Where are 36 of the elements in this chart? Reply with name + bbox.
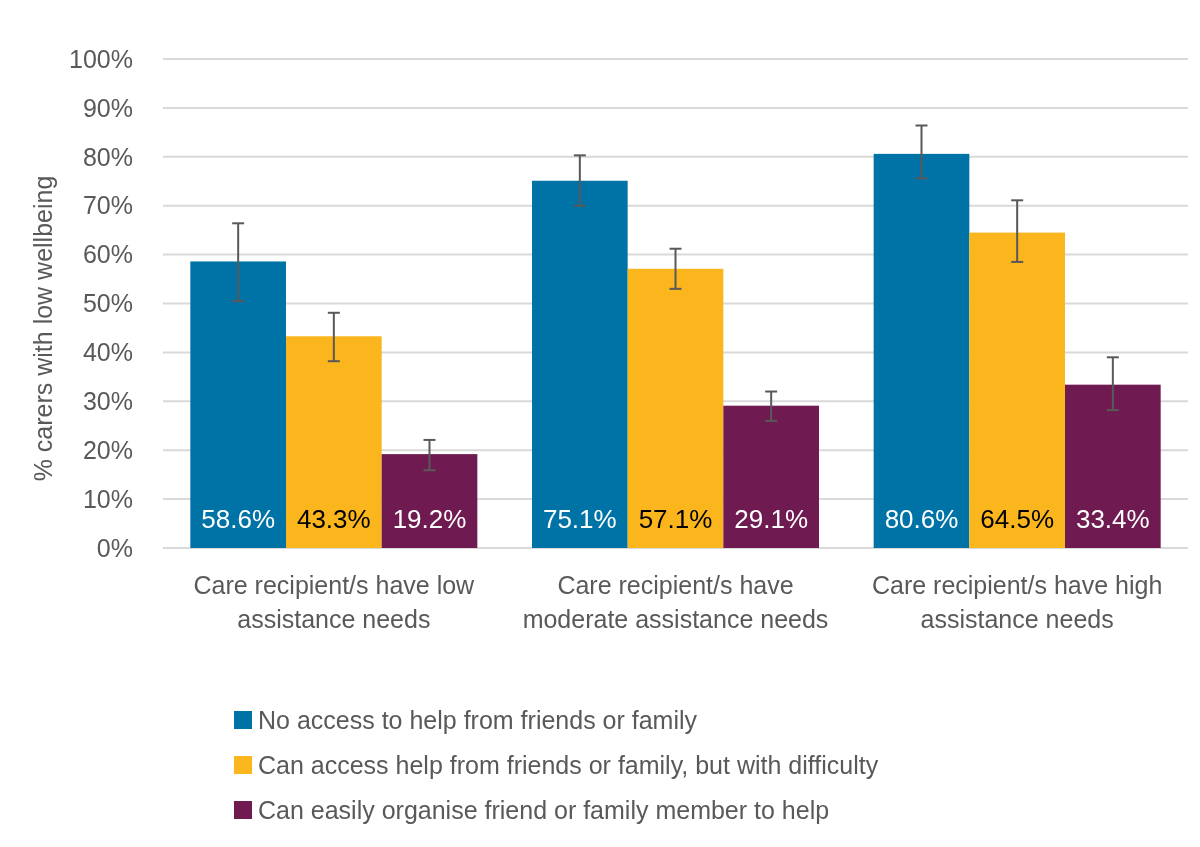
- y-tick-label: 10%: [82, 484, 133, 513]
- y-tick-label: 80%: [82, 142, 133, 171]
- data-label: 19.2%: [392, 504, 467, 534]
- legend-label: No access to help from friends or family: [258, 705, 698, 734]
- bar: [969, 232, 1065, 548]
- legend-label: Can access help from friends or family, but with difficulty: [258, 750, 879, 779]
- data-label: 58.6%: [201, 504, 276, 534]
- y-tick-label: 60%: [82, 240, 133, 269]
- bar: [532, 180, 628, 548]
- bar: [1065, 384, 1161, 548]
- y-tick-label: 90%: [82, 93, 133, 122]
- bar: [190, 261, 286, 548]
- y-tick-label: 50%: [82, 289, 133, 318]
- data-label: 75.1%: [542, 504, 617, 534]
- x-tick-label: Care recipient/s have moderate assistance needs: [522, 571, 829, 633]
- x-tick-label: Care recipient/s have low assistance needs: [193, 571, 476, 633]
- bar: [723, 405, 819, 548]
- data-label: 29.1%: [734, 504, 809, 534]
- x-tick-label: Care recipient/s have high assistance needs: [871, 571, 1163, 633]
- bar: [627, 268, 724, 548]
- y-tick-label: 40%: [82, 338, 133, 367]
- y-tick-label: 30%: [82, 387, 133, 416]
- legend-label: Can easily organise friend or family member to help: [258, 795, 830, 824]
- y-tick-label: 20%: [82, 435, 133, 464]
- data-label: 57.1%: [638, 504, 713, 534]
- y-tick-label: 0%: [96, 533, 133, 562]
- y-tick-label: 100%: [69, 44, 133, 73]
- data-label: 80.6%: [884, 504, 959, 534]
- data-label: 64.5%: [980, 504, 1055, 534]
- data-label: 43.3%: [296, 504, 371, 534]
- data-label: 33.4%: [1075, 504, 1150, 534]
- y-axis-title: % carers with low wellbeing: [29, 175, 57, 482]
- bar: [381, 454, 478, 548]
- y-tick-label: 70%: [82, 191, 133, 220]
- bar: [286, 336, 382, 548]
- bar: [873, 153, 970, 548]
